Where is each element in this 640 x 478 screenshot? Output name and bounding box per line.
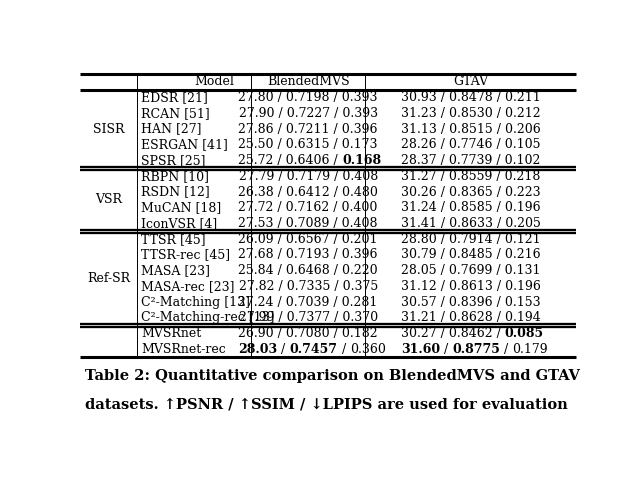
Text: MVSRnet-rec: MVSRnet-rec	[141, 343, 226, 356]
Text: 0.7457: 0.7457	[290, 343, 338, 356]
Text: 30.26 / 0.8365 / 0.223: 30.26 / 0.8365 / 0.223	[401, 185, 540, 198]
Text: 0.179: 0.179	[513, 343, 548, 356]
Text: SISR: SISR	[93, 122, 124, 136]
Text: datasets. ↑PSNR / ↑SSIM / ↓LPIPS are used for evaluation: datasets. ↑PSNR / ↑SSIM / ↓LPIPS are use…	[85, 397, 568, 411]
Text: Table 2: Quantitative comparison on BlendedMVS and GTAV: Table 2: Quantitative comparison on Blen…	[85, 369, 580, 383]
Text: 27.68 / 0.7193 / 0.396: 27.68 / 0.7193 / 0.396	[239, 249, 378, 261]
Text: MASA [23]: MASA [23]	[141, 264, 210, 277]
Text: /: /	[338, 343, 350, 356]
Text: 27.86 / 0.7211 / 0.396: 27.86 / 0.7211 / 0.396	[239, 122, 378, 136]
Text: Model: Model	[194, 76, 234, 88]
Text: 26.90 / 0.7080 / 0.182: 26.90 / 0.7080 / 0.182	[238, 327, 378, 340]
Text: RCAN [51]: RCAN [51]	[141, 107, 210, 120]
Text: 26.09 / 0.6567 / 0.201: 26.09 / 0.6567 / 0.201	[239, 233, 378, 246]
Text: MVSRnet: MVSRnet	[141, 327, 201, 340]
Text: 0.168: 0.168	[342, 154, 381, 167]
Text: 31.60: 31.60	[401, 343, 440, 356]
Text: BlendedMVS: BlendedMVS	[267, 76, 349, 88]
Text: 27.90 / 0.7227 / 0.393: 27.90 / 0.7227 / 0.393	[239, 107, 378, 120]
Text: 31.12 / 0.8613 / 0.196: 31.12 / 0.8613 / 0.196	[401, 280, 541, 293]
Text: 28.03: 28.03	[238, 343, 278, 356]
Text: HAN [27]: HAN [27]	[141, 122, 202, 136]
Text: 28.05 / 0.7699 / 0.131: 28.05 / 0.7699 / 0.131	[401, 264, 540, 277]
Text: ESRGAN [41]: ESRGAN [41]	[141, 138, 228, 151]
Text: SPSR [25]: SPSR [25]	[141, 154, 205, 167]
Text: GTAV: GTAV	[453, 76, 488, 88]
Text: 25.84 / 0.6468 / 0.220: 25.84 / 0.6468 / 0.220	[238, 264, 378, 277]
Text: VSR: VSR	[95, 194, 122, 206]
Text: 25.72 / 0.6406 /: 25.72 / 0.6406 /	[238, 154, 342, 167]
Text: 31.27 / 0.8559 / 0.218: 31.27 / 0.8559 / 0.218	[401, 170, 540, 183]
Text: 30.27 / 0.8462 /: 30.27 / 0.8462 /	[401, 327, 505, 340]
Text: 27.53 / 0.7089 / 0.408: 27.53 / 0.7089 / 0.408	[239, 217, 378, 230]
Text: 27.80 / 0.7198 / 0.393: 27.80 / 0.7198 / 0.393	[239, 91, 378, 104]
Text: /: /	[500, 343, 513, 356]
Text: 0.8775: 0.8775	[452, 343, 500, 356]
Text: RSDN [12]: RSDN [12]	[141, 185, 210, 198]
Text: C²-Matching-rec [13]: C²-Matching-rec [13]	[141, 312, 275, 325]
Text: 31.13 / 0.8515 / 0.206: 31.13 / 0.8515 / 0.206	[401, 122, 540, 136]
Text: 28.37 / 0.7739 / 0.102: 28.37 / 0.7739 / 0.102	[401, 154, 540, 167]
Text: 28.80 / 0.7914 / 0.121: 28.80 / 0.7914 / 0.121	[401, 233, 540, 246]
Text: 30.79 / 0.8485 / 0.216: 30.79 / 0.8485 / 0.216	[401, 249, 540, 261]
Text: 26.38 / 0.6412 / 0.480: 26.38 / 0.6412 / 0.480	[238, 185, 378, 198]
Text: 27.24 / 0.7039 / 0.281: 27.24 / 0.7039 / 0.281	[239, 296, 378, 309]
Text: 27.72 / 0.7162 / 0.400: 27.72 / 0.7162 / 0.400	[239, 201, 378, 214]
Text: Ref-SR: Ref-SR	[87, 272, 130, 285]
Text: 27.82 / 0.7335 / 0.375: 27.82 / 0.7335 / 0.375	[239, 280, 378, 293]
Text: 25.50 / 0.6315 / 0.173: 25.50 / 0.6315 / 0.173	[239, 138, 378, 151]
Text: 27.99 / 0.7377 / 0.370: 27.99 / 0.7377 / 0.370	[239, 312, 378, 325]
Text: EDSR [21]: EDSR [21]	[141, 91, 208, 104]
Text: MASA-rec [23]: MASA-rec [23]	[141, 280, 234, 293]
Text: TTSR-rec [45]: TTSR-rec [45]	[141, 249, 230, 261]
Text: 31.41 / 0.8633 / 0.205: 31.41 / 0.8633 / 0.205	[401, 217, 541, 230]
Text: C²-Matching [13]: C²-Matching [13]	[141, 296, 250, 309]
Text: 31.21 / 0.8628 / 0.194: 31.21 / 0.8628 / 0.194	[401, 312, 540, 325]
Text: 31.24 / 0.8585 / 0.196: 31.24 / 0.8585 / 0.196	[401, 201, 540, 214]
Text: /: /	[278, 343, 290, 356]
Text: IconVSR [4]: IconVSR [4]	[141, 217, 217, 230]
Text: 31.23 / 0.8530 / 0.212: 31.23 / 0.8530 / 0.212	[401, 107, 540, 120]
Text: TTSR [45]: TTSR [45]	[141, 233, 205, 246]
Text: 27.79 / 0.7179 / 0.408: 27.79 / 0.7179 / 0.408	[239, 170, 378, 183]
Text: 30.93 / 0.8478 / 0.211: 30.93 / 0.8478 / 0.211	[401, 91, 540, 104]
Text: RBPN [10]: RBPN [10]	[141, 170, 209, 183]
Text: /: /	[440, 343, 452, 356]
Text: 30.57 / 0.8396 / 0.153: 30.57 / 0.8396 / 0.153	[401, 296, 540, 309]
Text: MuCAN [18]: MuCAN [18]	[141, 201, 221, 214]
Text: 0.360: 0.360	[350, 343, 386, 356]
Text: 0.085: 0.085	[505, 327, 544, 340]
Text: 28.26 / 0.7746 / 0.105: 28.26 / 0.7746 / 0.105	[401, 138, 540, 151]
